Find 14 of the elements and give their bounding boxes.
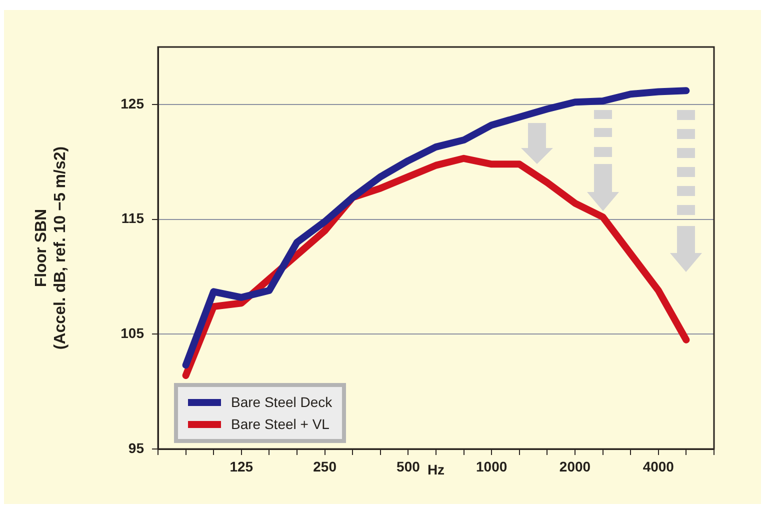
x-tick-label: 250: [313, 458, 337, 474]
y-tick-label: 95: [128, 440, 144, 456]
x-tick-label: 500: [396, 458, 420, 474]
legend-label: Bare Steel + VL: [231, 416, 330, 432]
x-tick-label: 4000: [642, 458, 674, 474]
y-axis-title: Floor SBN (Accel. dB, ref. 10 −5 m/s2): [33, 146, 70, 350]
y-tick-label: 115: [121, 210, 144, 226]
x-tick-label: 2000: [559, 458, 591, 474]
y-tick-label: 105: [120, 325, 144, 341]
y-tick-label: 125: [120, 95, 144, 112]
legend-label: Bare Steel Deck: [231, 394, 332, 410]
x-tick-label: 125: [230, 458, 254, 474]
x-axis-title: Hz: [427, 461, 445, 478]
x-tick-label: 1000: [476, 458, 508, 474]
